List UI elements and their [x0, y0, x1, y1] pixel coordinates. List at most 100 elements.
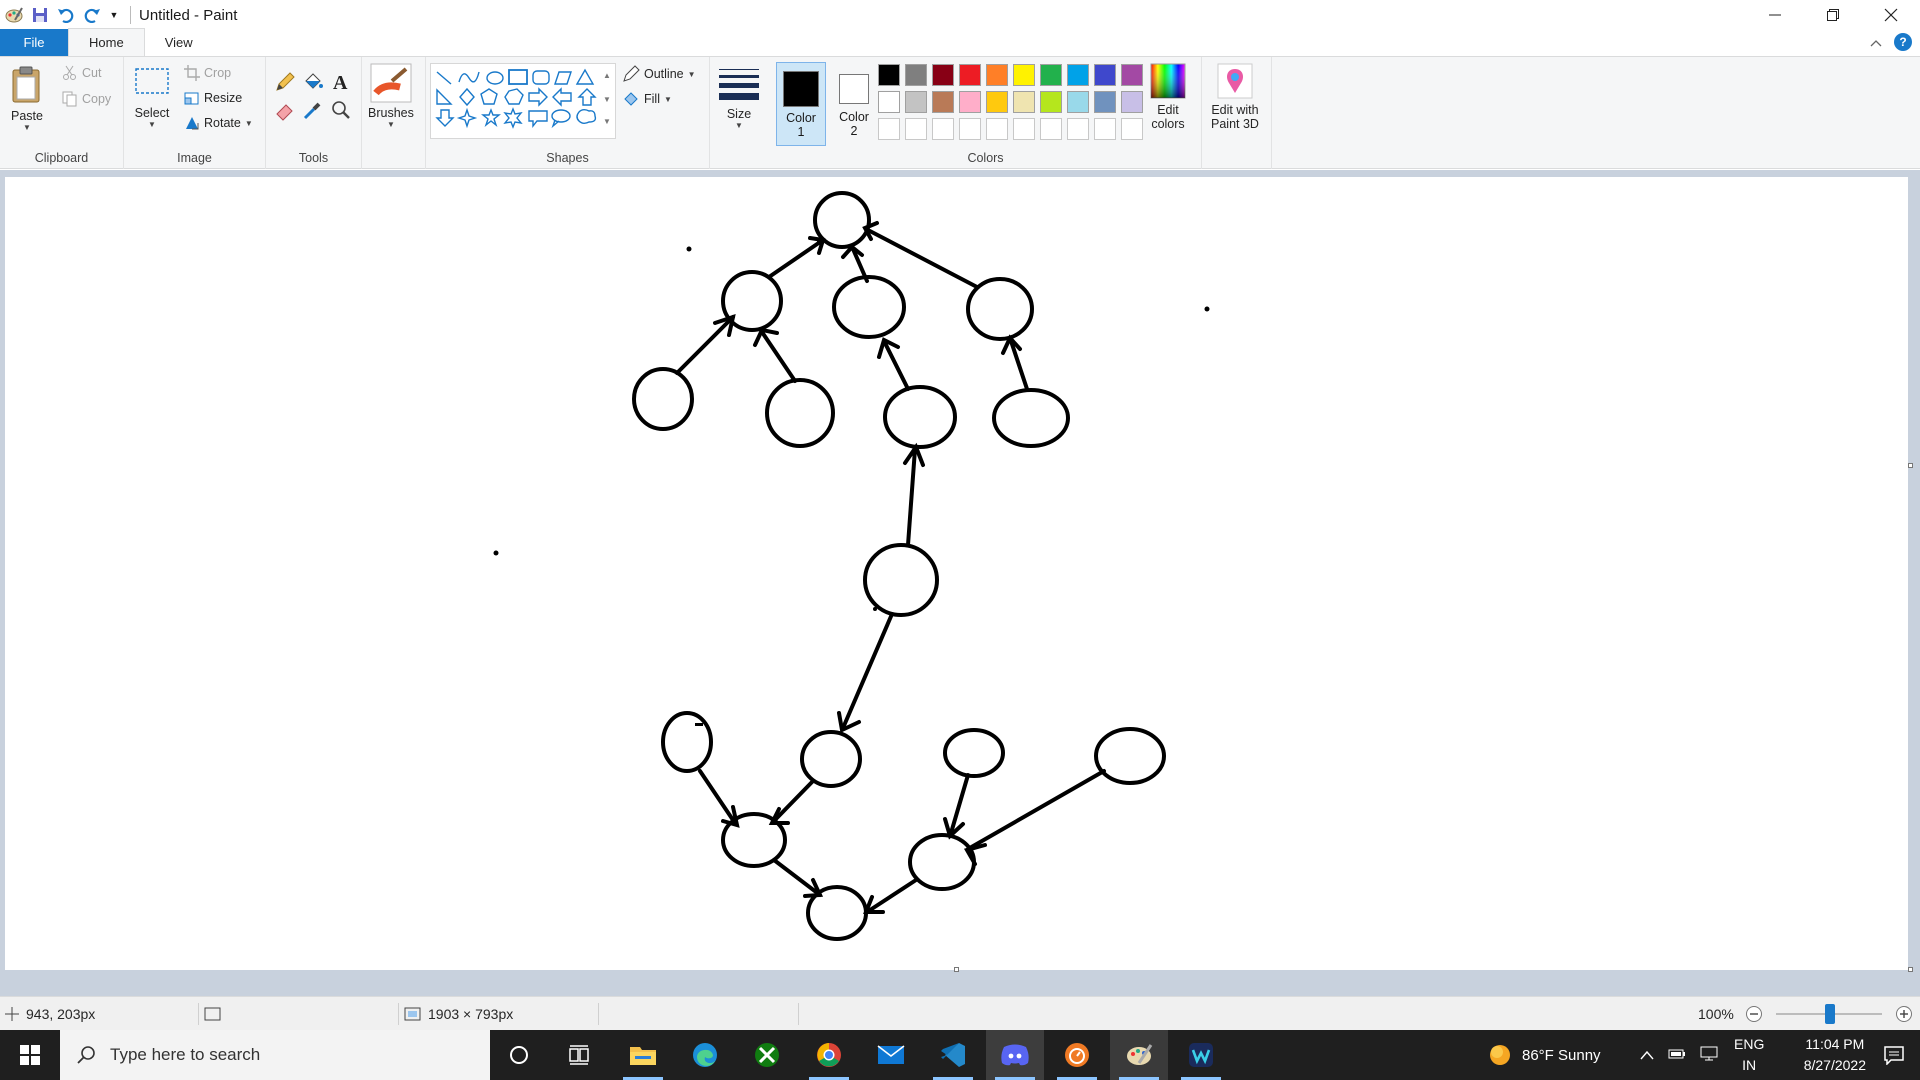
color-swatch[interactable] [905, 64, 927, 86]
cortana-button[interactable] [490, 1030, 548, 1080]
pencil-tool[interactable] [274, 71, 296, 93]
color-swatch[interactable] [878, 91, 900, 113]
color-swatch[interactable] [986, 91, 1008, 113]
edit-colors-button[interactable]: Edit colors [1150, 63, 1186, 131]
weather-widget[interactable]: 86°F Sunny [1488, 1030, 1601, 1080]
custom-color-slot[interactable] [986, 118, 1008, 140]
running-indicator [933, 1077, 973, 1080]
magnifier-tool[interactable] [330, 99, 352, 121]
notifications-button[interactable] [1868, 1030, 1920, 1080]
taskbar-app-orange[interactable] [1048, 1030, 1106, 1080]
outline-icon [623, 65, 640, 82]
edge-browser-icon [693, 1043, 717, 1067]
color-swatch[interactable] [1067, 91, 1089, 113]
size-button[interactable]: Size ▼ [718, 65, 760, 130]
tab-home[interactable]: Home [68, 28, 145, 56]
resize-button[interactable]: Resize [184, 90, 242, 106]
custom-color-slot[interactable] [1094, 118, 1116, 140]
taskbar-mail[interactable] [862, 1030, 920, 1080]
color-swatch[interactable] [1013, 91, 1035, 113]
tab-view[interactable]: View [164, 35, 193, 50]
color1-button[interactable]: Color 1 [776, 62, 826, 146]
taskbar-vscode[interactable] [924, 1030, 982, 1080]
color-swatch[interactable] [1013, 64, 1035, 86]
cut-button[interactable]: Cut [62, 65, 101, 81]
zoom-slider-thumb[interactable] [1825, 1004, 1835, 1024]
custom-color-slot[interactable] [1067, 118, 1089, 140]
taskbar-search-box[interactable]: Type here to search [60, 1030, 490, 1080]
custom-color-slot[interactable] [905, 118, 927, 140]
color-swatch[interactable] [1094, 64, 1116, 86]
start-button[interactable] [0, 1030, 60, 1080]
color-swatch[interactable] [1067, 64, 1089, 86]
paste-button[interactable]: Paste ▼ [10, 65, 44, 132]
color-swatch[interactable] [1040, 64, 1062, 86]
close-button[interactable] [1862, 0, 1920, 30]
taskbar-discord[interactable] [986, 1030, 1044, 1080]
custom-color-slot[interactable] [1121, 118, 1143, 140]
custom-color-slot[interactable] [959, 118, 981, 140]
eraser-tool[interactable] [274, 99, 296, 121]
color-swatch[interactable] [1040, 91, 1062, 113]
tab-file[interactable]: File [0, 29, 68, 56]
color-swatch[interactable] [932, 91, 954, 113]
fill-button[interactable]: Fill ▼ [622, 90, 672, 108]
edit-with-paint3d-button[interactable]: Edit with Paint 3D [1211, 63, 1259, 131]
zoom-slider[interactable] [1776, 997, 1882, 1031]
custom-color-slot[interactable] [878, 118, 900, 140]
paint-app-icon[interactable] [4, 5, 24, 25]
custom-color-slot[interactable] [1040, 118, 1062, 140]
outline-button[interactable]: Outline ▼ [622, 65, 696, 83]
taskbar-file-explorer[interactable] [614, 1030, 672, 1080]
canvas-resize-handle-bottom[interactable] [954, 967, 959, 972]
taskbar-clock[interactable]: 11:04 PM 8/27/2022 [1804, 1034, 1866, 1076]
text-tool[interactable]: A [330, 71, 352, 93]
color-swatch[interactable] [959, 64, 981, 86]
crop-button[interactable]: Crop [184, 65, 231, 81]
canvas-resize-handle-right[interactable] [1908, 463, 1913, 468]
collapse-ribbon-chevron-up-icon[interactable] [1870, 35, 1882, 50]
custom-color-slot[interactable] [1013, 118, 1035, 140]
color-swatch[interactable] [1121, 91, 1143, 113]
canvas-resize-handle-corner[interactable] [1908, 967, 1913, 972]
select-button[interactable]: Select ▼ [134, 67, 170, 129]
redo-icon[interactable] [82, 5, 102, 25]
save-icon[interactable] [30, 5, 50, 25]
minimize-button[interactable] [1746, 0, 1804, 30]
battery-icon[interactable] [1668, 1047, 1686, 1064]
taskbar-edge[interactable] [676, 1030, 734, 1080]
color-swatch[interactable] [905, 91, 927, 113]
task-view-button[interactable] [550, 1030, 608, 1080]
color2-button[interactable]: Color 2 [830, 62, 878, 146]
show-hidden-icons-chevron-up-icon[interactable] [1640, 1047, 1654, 1064]
zoom-out-button[interactable] [1745, 997, 1763, 1031]
taskbar-app-w[interactable] [1172, 1030, 1230, 1080]
taskbar-xbox[interactable] [738, 1030, 796, 1080]
brushes-button[interactable]: Brushes ▼ [368, 63, 414, 129]
shapes-gallery[interactable]: ▲ ▼ ▼ [430, 63, 616, 139]
help-icon[interactable]: ? [1894, 33, 1912, 51]
taskbar-paint[interactable] [1110, 1030, 1168, 1080]
color-swatch[interactable] [878, 64, 900, 86]
undo-icon[interactable] [56, 5, 76, 25]
color-swatch[interactable] [1121, 64, 1143, 86]
rotate-button[interactable]: Rotate ▼ [184, 115, 253, 131]
color-swatch[interactable] [932, 64, 954, 86]
fill-tool[interactable] [302, 71, 324, 93]
customize-toolbar-chevron-down-icon[interactable]: ▼ [109, 10, 119, 20]
zoom-in-button[interactable] [1895, 997, 1913, 1031]
running-indicator [1181, 1077, 1221, 1080]
copy-button[interactable]: Copy [62, 91, 111, 107]
taskbar-chrome[interactable] [800, 1030, 858, 1080]
color1-swatch [783, 71, 819, 107]
network-icon[interactable] [1700, 1045, 1718, 1065]
restore-button[interactable] [1804, 0, 1862, 30]
color-picker-tool[interactable] [302, 99, 324, 121]
language-code: ENG [1734, 1036, 1765, 1052]
color-swatch[interactable] [986, 64, 1008, 86]
color-swatch[interactable] [1094, 91, 1116, 113]
color-swatch[interactable] [959, 91, 981, 113]
custom-color-slot[interactable] [932, 118, 954, 140]
input-language[interactable]: ENG IN [1734, 1030, 1764, 1080]
drawing-canvas[interactable] [5, 177, 1908, 970]
